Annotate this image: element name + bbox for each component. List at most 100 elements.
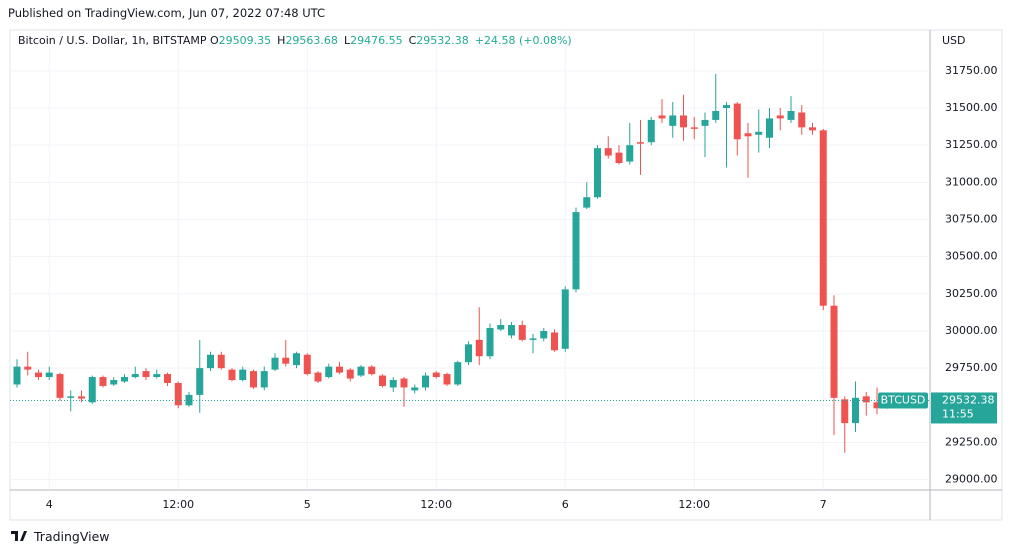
candle-body	[669, 115, 677, 126]
x-tick-label: 12:00	[162, 498, 194, 511]
candle-body	[873, 402, 881, 409]
candle-body	[658, 115, 666, 119]
change: +24.58 (+0.08%)	[474, 34, 572, 47]
candle-body	[572, 212, 580, 290]
y-tick-label: 30500.00	[945, 250, 998, 263]
candle-body	[67, 396, 75, 398]
ohlc-value: 29532.38	[416, 34, 469, 47]
y-tick-label: 31250.00	[945, 138, 998, 151]
y-axis-label: USD	[942, 34, 966, 47]
ohlc-value: 29563.68	[285, 34, 338, 47]
frame	[9, 29, 1003, 521]
candle-body	[798, 112, 806, 128]
candle-body	[196, 368, 204, 395]
candle-body	[680, 115, 687, 128]
candle-body	[755, 131, 763, 135]
candle-body	[787, 111, 795, 120]
candle-body	[185, 394, 193, 406]
candle-body	[432, 372, 440, 378]
candle-body	[346, 369, 354, 379]
candle-body	[723, 105, 730, 109]
candle-body	[852, 397, 859, 424]
candle-body	[250, 371, 257, 388]
candle-body	[637, 142, 644, 144]
y-tick-label: 31000.00	[945, 175, 998, 188]
candle-body	[443, 374, 451, 385]
candle-body	[99, 377, 107, 386]
candle-body	[486, 327, 494, 357]
candle-body	[809, 127, 816, 131]
ohlc-key: O	[209, 34, 219, 47]
candle-body	[282, 357, 290, 364]
logo-mark	[11, 531, 27, 541]
candle-body	[776, 115, 784, 119]
candle-body	[744, 133, 752, 137]
candle-body	[88, 377, 96, 403]
candle-body	[368, 366, 376, 375]
candle-body	[260, 371, 268, 388]
candle-body	[110, 380, 118, 385]
candle-body	[293, 353, 300, 366]
candle-body	[142, 371, 150, 378]
symbol-title: Bitcoin / U.S. Dollar, 1h, BITSTAMP	[18, 34, 207, 47]
candle-body	[830, 305, 838, 398]
candle-body	[45, 372, 53, 378]
candle-body	[357, 366, 365, 376]
candle-body	[56, 374, 64, 398]
candle-body	[314, 372, 322, 382]
candle-body	[862, 396, 870, 403]
x-tick-label: 7	[820, 498, 827, 511]
candle-body	[518, 325, 526, 340]
candle-body	[228, 369, 236, 381]
candle-body	[626, 145, 634, 162]
candle-body	[239, 369, 247, 381]
candle-body	[454, 362, 462, 385]
candle-body	[325, 366, 333, 378]
ohlc-key: L	[343, 34, 351, 47]
candle-body	[497, 325, 505, 330]
ohlc-value: 29476.55	[350, 34, 403, 47]
brand: TradingView	[34, 529, 110, 544]
candle-body	[647, 119, 655, 143]
x-tick-label: 5	[304, 498, 311, 511]
candle-body	[13, 366, 21, 385]
candle-body	[561, 289, 569, 349]
symbol-tag	[878, 392, 928, 409]
x-tick-label: 12:00	[420, 498, 452, 511]
y-tick-label: 29250.00	[945, 435, 998, 448]
y-tick-label: 30250.00	[945, 287, 998, 300]
ohlc-key: C	[408, 34, 417, 47]
grid: 29000.0029250.0029500.0029750.0030000.00…	[10, 30, 998, 511]
candle-body	[131, 374, 139, 378]
symbol-tag-text: BTCUSD	[881, 393, 926, 406]
candle-body	[841, 399, 849, 424]
candle-body	[540, 330, 548, 339]
candle-body	[594, 148, 601, 198]
y-tick-label: 31500.00	[945, 101, 998, 114]
candle-body	[389, 380, 397, 388]
candle-body	[465, 344, 472, 363]
candle-body	[78, 396, 85, 399]
y-tick-label: 30000.00	[945, 324, 998, 337]
candle-body	[336, 366, 343, 373]
candle-body	[690, 127, 698, 129]
y-tick-label: 29750.00	[945, 361, 998, 374]
candle-body	[766, 118, 773, 138]
ohlc-key: H	[277, 34, 286, 47]
candle-body	[174, 382, 182, 406]
candle-body	[583, 197, 591, 208]
candle-body	[271, 357, 279, 370]
candle-body	[24, 366, 32, 370]
candle-body	[733, 103, 741, 140]
candle-body	[551, 332, 558, 351]
candle-body	[153, 374, 161, 378]
published-note: Published on TradingView.com, Jun 07, 20…	[8, 6, 326, 20]
candle-body	[207, 354, 214, 369]
candle-body	[701, 119, 709, 126]
candle-body	[508, 325, 515, 336]
ohlc-value: 29509.35	[218, 34, 272, 47]
y-tick-label: 31750.00	[945, 64, 998, 77]
y-tick-label: 29000.00	[945, 473, 998, 486]
